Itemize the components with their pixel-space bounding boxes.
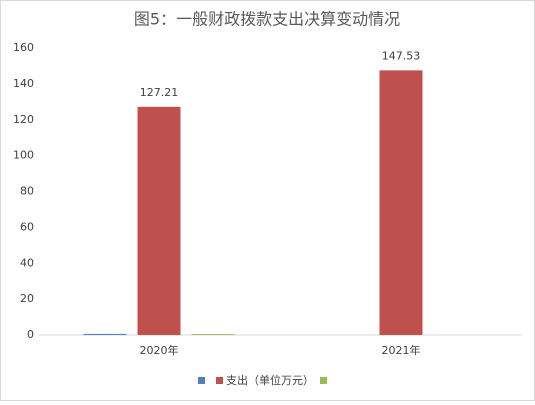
legend-marker — [216, 377, 223, 384]
x-tick-label: 2020年 — [140, 343, 179, 357]
bar — [379, 70, 423, 335]
y-tick-label: 60 — [20, 220, 34, 233]
data-label: 127.21 — [140, 86, 179, 99]
bar — [83, 333, 127, 335]
chart-title: 图5：一般财政拨款支出决算变动情况 — [134, 10, 400, 29]
bar — [191, 334, 235, 335]
y-tick-label: 120 — [13, 113, 34, 126]
x-tick-label: 2021年 — [382, 343, 421, 357]
y-tick-label: 100 — [13, 149, 34, 162]
legend-marker — [320, 377, 327, 384]
y-tick-label: 40 — [20, 256, 34, 269]
y-tick-label: 0 — [27, 328, 34, 341]
y-tick-label: 160 — [13, 41, 34, 54]
y-tick-label: 140 — [13, 77, 34, 90]
legend-label: 支出（单位万元） — [226, 373, 314, 387]
legend-marker — [198, 377, 205, 384]
y-tick-label: 80 — [20, 185, 34, 198]
bar — [137, 106, 181, 335]
data-label: 147.53 — [382, 49, 421, 62]
y-tick-label: 20 — [20, 292, 34, 305]
